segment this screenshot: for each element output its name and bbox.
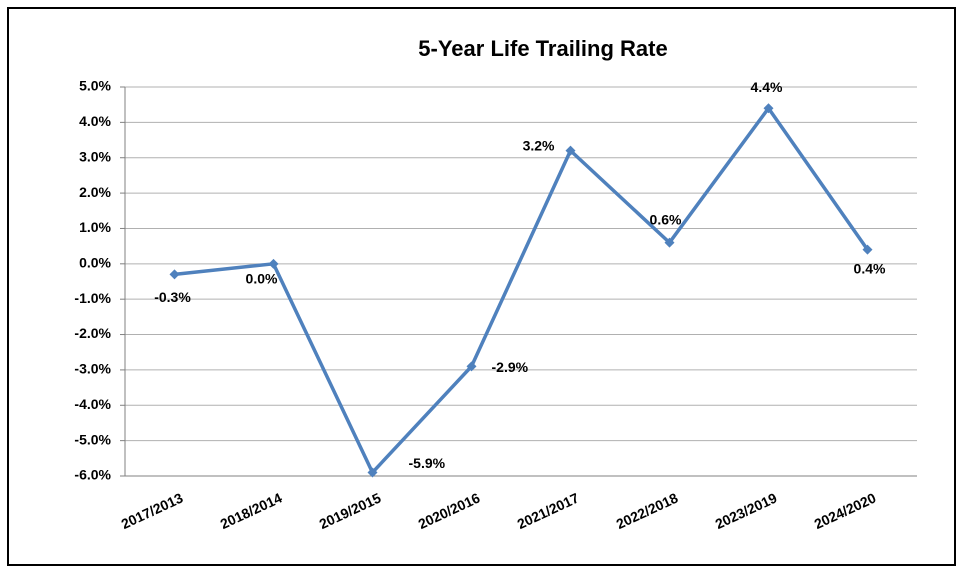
y-tick-label: 2.0% [79, 184, 111, 200]
series-line [174, 106, 869, 475]
y-tick-label: -3.0% [74, 361, 111, 377]
data-label: -2.9% [492, 359, 529, 375]
data-point [169, 269, 180, 280]
y-tick-label: -2.0% [74, 325, 111, 341]
data-label: 3.2% [523, 137, 555, 153]
y-tick-label: -5.0% [74, 431, 111, 447]
data-point [862, 244, 873, 255]
data-label: 0.6% [650, 211, 682, 227]
y-tick-label: 4.0% [79, 113, 111, 129]
data-label: -0.3% [154, 289, 191, 305]
data-point [664, 237, 675, 248]
chart-title: 5-Year Life Trailing Rate [418, 36, 667, 61]
y-tick-label: 0.0% [79, 255, 111, 271]
data-point [367, 467, 378, 478]
data-label: -5.9% [409, 455, 446, 471]
y-tick-label: -1.0% [74, 290, 111, 306]
y-tick-label: -4.0% [74, 396, 111, 412]
y-tick-label: 1.0% [79, 219, 111, 235]
data-label: 4.4% [751, 79, 783, 95]
data-point [565, 145, 576, 156]
data-point [268, 258, 279, 269]
y-tick-label: 3.0% [79, 148, 111, 164]
data-label: 0.4% [854, 260, 886, 276]
data-point [763, 103, 774, 114]
y-tick-label: -6.0% [74, 467, 111, 483]
data-label: 0.0% [246, 271, 278, 287]
chart-border [7, 7, 956, 566]
y-tick-label: 5.0% [79, 78, 111, 94]
data-point [466, 361, 477, 372]
